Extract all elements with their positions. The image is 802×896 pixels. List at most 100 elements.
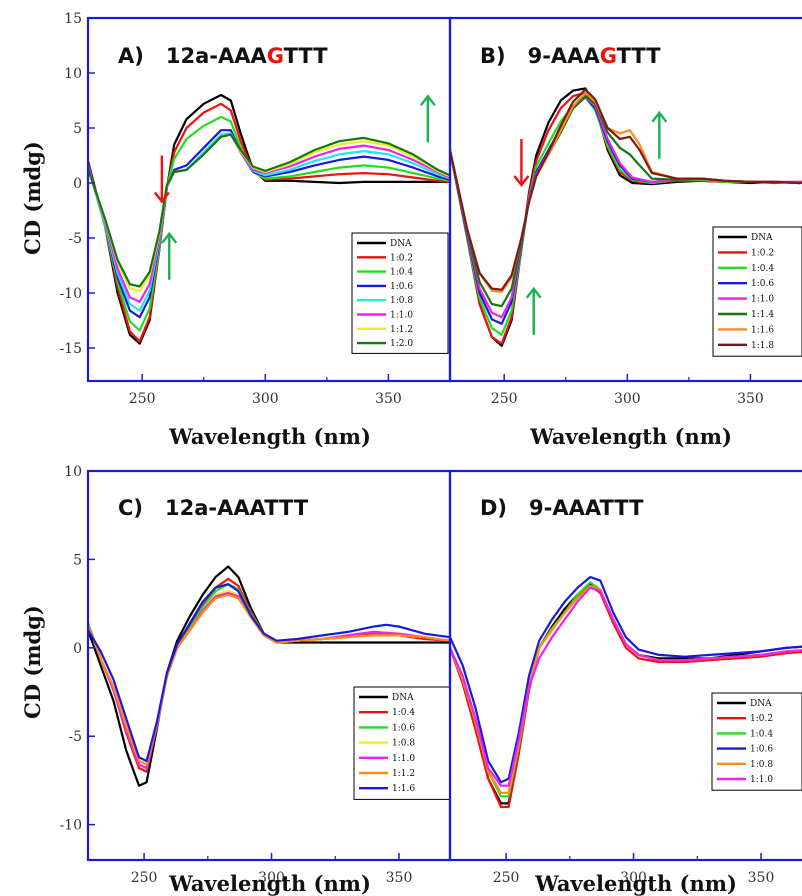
legend-label: 1:0.2: [751, 248, 774, 258]
title-part: 9-AAATTT: [529, 496, 644, 520]
panel-letter: A): [118, 44, 144, 68]
legend-label: 1:1.6: [392, 784, 415, 794]
legend-label: 1:0.2: [390, 253, 413, 263]
legend-label: 1:0.2: [750, 714, 773, 724]
legend-label: 1:0.4: [392, 708, 415, 718]
title-highlight: G: [267, 44, 284, 68]
panel-title: C) 12a-AAATTT: [118, 496, 309, 520]
title-part: 12a-AAATTT: [165, 496, 309, 520]
legend-label: 1:2.0: [390, 339, 413, 349]
legend-box: [711, 692, 802, 791]
panel-letter: D): [480, 496, 507, 520]
x-axis-label-b: Wavelength (nm): [529, 424, 732, 449]
x-tick-label: 350: [748, 870, 775, 886]
legend-label: 1:1.0: [751, 295, 774, 305]
legend-label: 1:0.4: [751, 264, 774, 274]
legend-label: 1:1.4: [751, 310, 774, 320]
y-tick-label: 10: [64, 66, 82, 82]
arrow-head: [153, 191, 170, 204]
panel-b: 250 300 350 B) 9-AAAGTTT DNA 1:0.2 1:0.4 1:0.6 1:…: [448, 16, 802, 407]
series-line-1:0.4: [88, 115, 450, 332]
panel-letter: B): [480, 44, 506, 68]
x-tick-label: 250: [129, 391, 156, 407]
y-tick-label: 0: [73, 641, 82, 657]
x-tick-label: 300: [258, 870, 285, 886]
x-tick-label: 300: [620, 870, 647, 886]
legend-label: 1:1.2: [392, 769, 415, 779]
legend-label: 1:1.2: [390, 325, 413, 335]
legend-label: 1:0.4: [390, 268, 413, 278]
title-part: TTT: [284, 44, 329, 68]
series-line-DNA: [88, 565, 450, 787]
panel-c: 250 300 350 10 5 0 -5 -10 C) 12a-AAATTT DNA 1:0.4 1:…: [59, 464, 452, 886]
series-line-1:0.2: [88, 102, 450, 343]
x-tick-label: 350: [386, 870, 413, 886]
legend-label: 1:0.6: [392, 723, 415, 733]
title-part: 9-AAA: [528, 44, 601, 68]
panel-d: 250 300 350 D) 9-AAATTT DNA 1:0.2 1:0.4 1:0.6 1:0…: [448, 469, 802, 886]
arrow-head: [419, 94, 436, 107]
legend-box: [351, 232, 449, 354]
legend-label: DNA: [751, 233, 773, 243]
y-tick-label: 5: [73, 552, 82, 568]
series-line-DNA: [88, 93, 450, 345]
legend-label: 1:0.8: [750, 760, 773, 770]
x-tick-label: 300: [614, 391, 641, 407]
panel-title: B) 9-AAAGTTT: [480, 44, 661, 68]
series-line-1:1.0: [450, 586, 802, 787]
x-axis-label-a: Wavelength (nm): [168, 424, 371, 449]
series-group: [88, 93, 450, 345]
x-axis-label-d: Wavelength (nm): [534, 871, 737, 896]
x-tick-label: 250: [491, 391, 518, 407]
series-line-1:1.6: [88, 583, 450, 763]
y-tick-label: 0: [73, 176, 82, 192]
x-tick-label: 350: [375, 391, 402, 407]
legend-label: 1:0.6: [750, 745, 773, 755]
y-tick-label: 15: [64, 11, 82, 27]
x-axis-label-c: Wavelength (nm): [168, 871, 371, 896]
legend-label: 1:1.0: [392, 754, 415, 764]
legend-label: 1:1.0: [390, 311, 413, 321]
series-line-1:0.6: [450, 576, 802, 784]
title-part: TTT: [617, 44, 662, 68]
x-tick-label: 350: [737, 391, 764, 407]
series-line-1:1.0: [88, 591, 450, 770]
y-tick-label: 5: [73, 121, 82, 137]
legend-label: 1:1.6: [751, 325, 774, 335]
panel-letter: C): [118, 496, 143, 520]
y-tick-label: -15: [59, 341, 82, 357]
legend-label: 1:1.0: [750, 775, 773, 785]
series-line-1:1.8: [450, 88, 802, 291]
series-line-1:0.8: [88, 132, 450, 312]
legend-label: DNA: [392, 693, 414, 703]
plot-frame: [86, 469, 452, 862]
panel-title: D) 9-AAATTT: [480, 496, 644, 520]
legend-label: 1:1.8: [751, 341, 774, 351]
y-tick-label: -10: [59, 818, 82, 834]
y-tick-label: -5: [68, 729, 82, 745]
series-group: [450, 576, 802, 809]
legend-label: DNA: [750, 699, 772, 709]
legend-label: DNA: [390, 239, 412, 249]
legend-label: 1:0.8: [390, 296, 413, 306]
legend-label: 1:0.8: [392, 739, 415, 749]
plot-frame: [448, 16, 802, 383]
panel-title: A) 12a-AAAGTTT: [118, 44, 328, 68]
arrow-head: [525, 286, 542, 299]
y-axis-label-bottom: CD (mdg): [20, 605, 45, 719]
arrow-head: [651, 110, 668, 123]
legend-label: 1:0.4: [750, 729, 773, 739]
series-group: [88, 565, 450, 787]
series-line-1:0.6: [88, 129, 450, 319]
x-tick-label: 250: [493, 870, 520, 886]
x-tick-label: 250: [131, 870, 158, 886]
arrow-head: [161, 231, 178, 244]
series-group: [450, 87, 802, 347]
legend-box: [712, 226, 802, 357]
arrow-head: [513, 175, 530, 187]
title-part: 12a-AAA: [166, 44, 268, 68]
series-line-1:2.0: [88, 133, 450, 288]
plot-frame: [448, 469, 802, 862]
series-line-1:1.2: [88, 593, 450, 766]
